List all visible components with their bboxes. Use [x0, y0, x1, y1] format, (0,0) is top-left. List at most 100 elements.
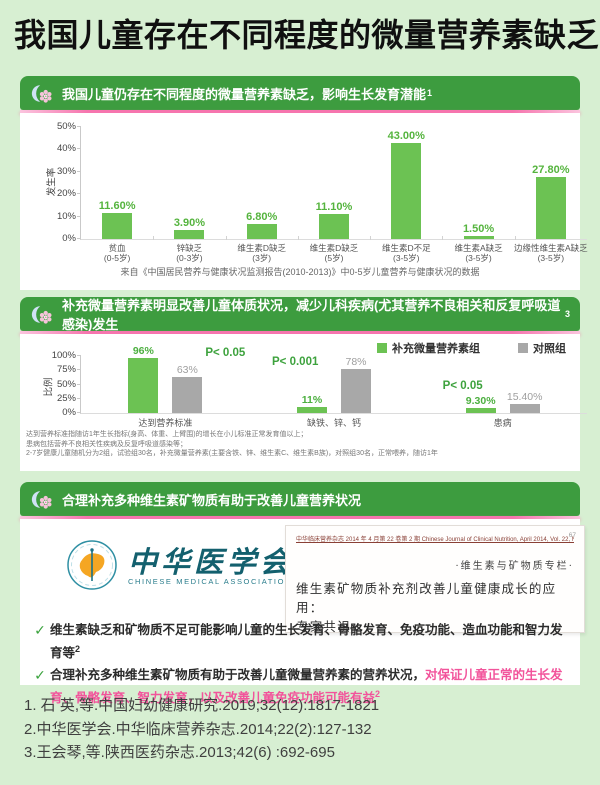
y-tick-mark: [77, 148, 81, 150]
y-tick-label: 40%: [56, 143, 76, 155]
moon-flower-icon: [30, 490, 54, 509]
bar-边缘性维生素A缺乏: [535, 176, 566, 239]
chart2-panel: 补充微量营养素组 对照组 比例 0% 25% 50% 75% 100% 96% 63% P< …: [20, 334, 587, 471]
x-tick-mark: [370, 236, 372, 240]
y-tick-label: 20%: [56, 188, 76, 200]
supplement-value-label: 9.30%: [465, 394, 496, 407]
supplement-bar: [297, 406, 327, 413]
chart1-panel: 发生率 0% 10% 20% 30% 40% 50% 11.60% 贫血 (0-5岁) 3.90%…: [20, 113, 588, 290]
category-label: 缺铁、锌、钙: [307, 418, 362, 428]
y-tick-label: 10%: [56, 210, 76, 222]
category-label: 维生素D缺乏 (3岁): [237, 243, 287, 263]
chart2-group: 96% 63% P< 0.05 达到营养标准: [81, 345, 250, 428]
x-tick-mark: [225, 236, 227, 240]
chart1-plot: 0% 10% 20% 30% 40% 50% 11.60% 贫血 (0-5岁) 3.90% 锌缺乏(…: [57, 122, 588, 264]
green-swatch-icon: [377, 343, 387, 353]
bar-维生素A缺乏: [463, 235, 494, 239]
control-value-label: 78%: [345, 355, 367, 368]
y-tick-label: 25%: [56, 392, 76, 404]
bar-value-label: 11.60%: [98, 200, 136, 213]
chart1-source-note: 来自《中国居民营养与健康状况监测报告(2010-2013)》中0-5岁儿童营养与…: [120, 267, 480, 277]
legend-item-control-group: 对照组: [518, 340, 566, 356]
chart1-group: 11.10% 维生素D缺乏 (5岁): [297, 127, 370, 263]
y-tick-label: 0%: [62, 407, 76, 418]
supplement-value-label: 96%: [132, 345, 154, 358]
bar-value-label: 27.80%: [532, 163, 570, 176]
reference-item: 2.中华医学会.中华临床营养杂志.2014;22(2):127-132: [24, 720, 372, 738]
bullet-point-2: ✓ 合理补充多种维生素矿物质有助于改善儿童微量营养素的营养状况，对保证儿童正常的…: [30, 666, 574, 708]
chart2-plot: 0% 25% 50% 75% 100% 96% 63% P< 0.05 达到营养标准 11% 78%…: [52, 345, 587, 428]
reference-item: 3.王会琴,等.陕西医药杂志.2013;42(6) :692-695: [24, 744, 335, 761]
cma-name-chinese: 中华医学会: [128, 547, 294, 579]
gray-swatch-icon: [518, 343, 528, 353]
x-tick-mark: [153, 236, 155, 240]
chart1-group: 11.60% 贫血 (0-5岁): [81, 127, 153, 263]
footnote-line: 患病包括营养不良相关性疾病及反复呼吸道感染等；: [26, 440, 187, 448]
journal-excerpt-card: 中华临床营养杂志 2014 年 4 月第 22 卷第 2 期 Chinese J…: [285, 525, 585, 634]
y-tick-mark: [77, 397, 81, 399]
reference-list: 1. 石 英,等.中国妇幼健康研究.2019;32(12):1817-1821 …: [24, 694, 379, 765]
bar-维生素D缺乏: [246, 223, 277, 239]
journal-citation-line: 中华临床营养杂志 2014 年 4 月第 22 卷第 2 期 Chinese J…: [296, 537, 574, 543]
category-label: 维生素D不足 (3-5岁): [381, 243, 431, 263]
section1-pink-divider: [20, 110, 580, 113]
bullet-2-text: 合理补充多种维生素矿物质有助于改善儿童微量营养素的营养状况，对保证儿童正常的生长…: [50, 668, 563, 706]
bar-维生素D缺乏: [318, 214, 349, 239]
control-value-label: 15.40%: [506, 391, 543, 404]
control-value-label: 63%: [176, 364, 198, 377]
x-tick-mark: [514, 236, 516, 240]
category-label: 维生素D缺乏 (5岁): [309, 243, 359, 263]
y-tick-mark: [77, 412, 81, 413]
section2-ref-sup: 3: [564, 309, 570, 319]
section2-pink-divider: [20, 331, 580, 334]
bar-锌缺乏: [174, 230, 205, 239]
y-tick-mark: [77, 193, 81, 195]
y-tick-mark: [77, 383, 81, 385]
checkmark-icon: ✓: [34, 622, 46, 638]
legend-item-supplement-group: 补充微量营养素组: [377, 340, 480, 356]
consensus-document-title: 维生素矿物质补充剂改善儿童健康成长的应用： 专家共识: [296, 582, 557, 634]
section3-pink-divider: [20, 516, 580, 519]
chart1-group: 43.00% 维生素D不足 (3-5岁): [370, 127, 442, 263]
section2-header-text: 补充微量营养素明显改善儿童体质状况，减少儿科疾病(尤其营养不良相关和反复呼吸道感…: [62, 298, 561, 332]
y-tick-label: 50%: [56, 121, 76, 132]
section1-ref-sup: 1: [427, 88, 433, 98]
category-label: 维生素A缺乏 (3-5岁): [454, 243, 503, 263]
chart1-bars: 11.60% 贫血 (0-5岁) 3.90% 锌缺乏 (0-3岁) 6.80% 维生素D缺乏(…: [81, 127, 588, 263]
category-label: 锌缺乏 (0-3岁): [176, 243, 203, 263]
y-tick-mark: [77, 215, 81, 217]
chart2-legend: 补充微量营养素组 对照组: [377, 340, 566, 356]
category-label: 边缘性维生素A缺乏 (3-5岁): [513, 243, 588, 263]
supplement-value-label: 11%: [301, 393, 323, 406]
chart1-group: 6.80% 维生素D缺乏 (3岁): [225, 127, 298, 263]
chart1-group: 3.90% 锌缺乏 (0-3岁): [153, 127, 225, 263]
y-tick-mark: [77, 126, 81, 127]
moon-flower-icon: [30, 305, 54, 324]
reference-item: 1. 石 英,等.中国妇幼健康研究.2019;32(12):1817-1821: [24, 697, 380, 714]
y-tick-label: 50%: [56, 378, 76, 390]
chart1-y-axis-label: 发生率: [46, 167, 58, 197]
p-value-label: P< 0.05: [442, 380, 483, 392]
checkmark-icon: ✓: [34, 667, 46, 684]
page-title: 我国儿童存在不同程度的微量营养素缺乏: [14, 17, 600, 53]
category-label: 患病: [493, 418, 512, 428]
chart1-group: 27.80% 边缘性维生素A缺乏 (3-5岁): [514, 127, 588, 263]
bullet-point-1: ✓ 维生素缺乏和矿物质不足可能影响儿童的生长发育、骨骼发育、免疫功能、造血功能和…: [30, 621, 574, 663]
section1-header: 我国儿童仍存在不同程度的微量营养素缺乏，影响生长发育潜能 1: [20, 76, 580, 110]
bar-value-label: 43.00%: [387, 129, 425, 142]
supplement-bar: [128, 358, 159, 413]
control-bar: [509, 404, 540, 413]
category-label: 贫血 (0-5岁): [103, 243, 131, 263]
y-tick-label: 100%: [51, 350, 76, 361]
p-value-label: P< 0.001: [272, 356, 319, 368]
section2-header: 补充微量营养素明显改善儿童体质状况，减少儿科疾病(尤其营养不良相关和反复呼吸道感…: [20, 297, 580, 332]
bar-value-label: 6.80%: [246, 210, 278, 223]
control-bar: [341, 368, 371, 413]
footnote-line: 2-7岁健康儿童随机分为2组，试验组30名，补充微量营养素(主要含铁、锌、维生素…: [26, 450, 438, 457]
footnote-line: 达到营养标准指随访1年生长指标(身高、体重、上臂围)的增长在小儿标准正常发育值以…: [26, 431, 308, 438]
key-points: ✓ 维生素缺乏和矿物质不足可能影响儿童的生长发育、骨骼发育、免疫功能、造血功能和…: [30, 621, 574, 711]
bar-维生素D不足: [391, 142, 422, 239]
chart2-group: 9.30% 15.40% P< 0.05 患病: [418, 356, 587, 428]
x-tick-mark: [442, 236, 444, 240]
